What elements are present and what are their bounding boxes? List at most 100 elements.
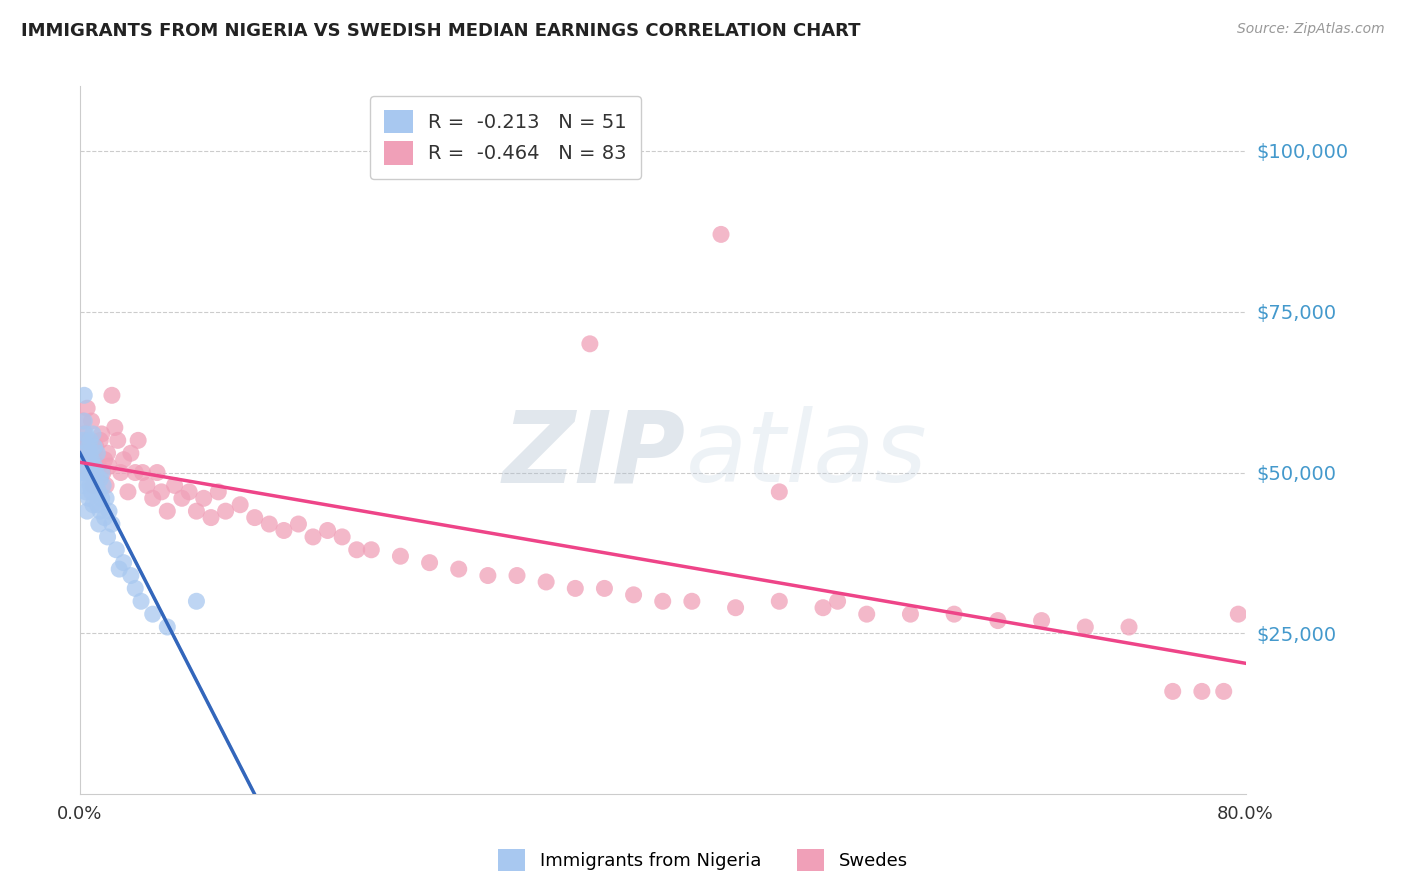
Point (186, 594, 208, 608)
Point (1191, 684, 1213, 698)
Point (101, 516, 124, 531)
Legend: Immigrants from Nigeria, Swedes: Immigrants from Nigeria, Swedes (491, 842, 915, 879)
Point (96, 530, 118, 544)
Point (150, 484, 173, 499)
Point (73, 388, 96, 402)
Point (768, 484, 790, 499)
Point (79, 478, 101, 492)
Point (77, 466, 100, 480)
Point (76, 401, 98, 416)
Point (90, 491, 112, 506)
Point (146, 466, 169, 480)
Point (200, 510, 222, 524)
Point (564, 582, 586, 596)
Point (86, 472, 108, 486)
Point (96, 446, 118, 460)
Point (127, 434, 149, 448)
Point (94, 478, 117, 492)
Point (76, 504, 98, 518)
Point (112, 556, 135, 570)
Point (77, 440, 100, 454)
Point (82, 426, 104, 441)
Point (124, 582, 146, 596)
Point (768, 594, 790, 608)
Point (107, 434, 129, 448)
Point (73, 414, 96, 428)
Point (89, 472, 111, 486)
Point (129, 594, 152, 608)
Point (193, 491, 215, 506)
Legend: R =  -0.213   N = 51, R =  -0.464   N = 83: R = -0.213 N = 51, R = -0.464 N = 83 (370, 96, 641, 178)
Point (207, 484, 229, 499)
Point (259, 516, 281, 531)
Point (534, 574, 557, 589)
Point (287, 516, 309, 531)
Point (86, 446, 108, 460)
Text: ZIP: ZIP (503, 406, 686, 503)
Point (1161, 684, 1184, 698)
Point (651, 594, 673, 608)
Point (156, 504, 179, 518)
Point (83, 459, 105, 474)
Point (87, 459, 110, 474)
Point (80, 484, 103, 499)
Point (90, 466, 112, 480)
Point (243, 510, 266, 524)
Point (82, 478, 104, 492)
Point (76, 452, 98, 467)
Point (186, 504, 208, 518)
Point (943, 607, 966, 622)
Point (91, 466, 114, 480)
Point (75, 452, 97, 467)
Text: Source: ZipAtlas.com: Source: ZipAtlas.com (1237, 22, 1385, 37)
Point (579, 336, 602, 351)
Point (84, 466, 107, 480)
Point (1118, 620, 1140, 634)
Point (93, 510, 115, 524)
Point (93, 452, 115, 467)
Point (79, 446, 101, 460)
Point (477, 568, 499, 582)
Point (89, 504, 111, 518)
Point (117, 484, 139, 499)
Point (84, 478, 107, 492)
Text: IMMIGRANTS FROM NIGERIA VS SWEDISH MEDIAN EARNINGS CORRELATION CHART: IMMIGRANTS FROM NIGERIA VS SWEDISH MEDIA… (21, 22, 860, 40)
Point (163, 478, 186, 492)
Point (101, 388, 124, 402)
Point (72, 478, 94, 492)
Point (827, 594, 849, 608)
Point (79, 434, 101, 448)
Point (77, 459, 100, 474)
Point (302, 530, 325, 544)
Point (83, 472, 105, 486)
Point (80, 452, 103, 467)
Point (82, 498, 104, 512)
Point (89, 434, 111, 448)
Point (1227, 607, 1250, 622)
Point (855, 607, 877, 622)
Point (98, 504, 121, 518)
Point (346, 542, 368, 557)
Point (94, 491, 117, 506)
Point (316, 524, 339, 538)
Point (142, 607, 165, 622)
Point (76, 434, 98, 448)
Point (98, 459, 121, 474)
Point (1074, 620, 1097, 634)
Point (419, 556, 441, 570)
Point (156, 620, 179, 634)
Point (70, 466, 93, 480)
Point (273, 524, 295, 538)
Point (135, 478, 157, 492)
Point (593, 582, 616, 596)
Point (447, 562, 470, 576)
Point (389, 549, 412, 564)
Point (987, 614, 1010, 628)
Point (83, 452, 105, 467)
Point (112, 452, 135, 467)
Point (75, 484, 97, 499)
Point (681, 594, 703, 608)
Point (1212, 684, 1234, 698)
Point (73, 426, 96, 441)
Point (360, 542, 382, 557)
